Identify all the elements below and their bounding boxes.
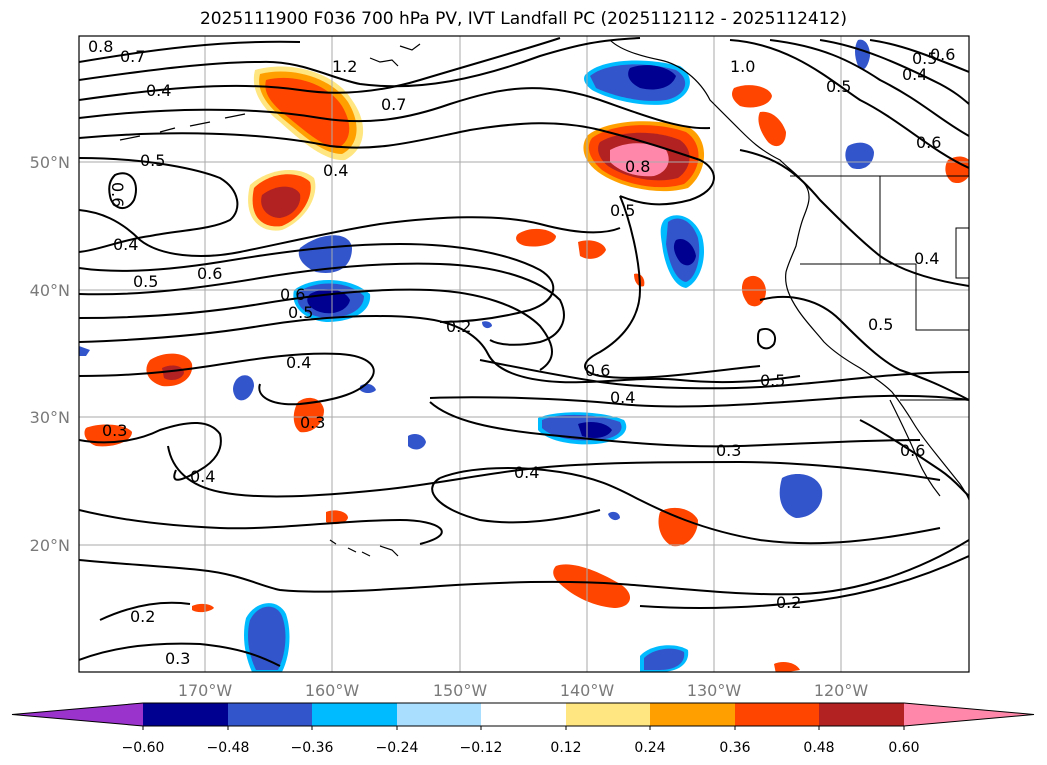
colorbar-tick-label: 0.60 [888, 740, 919, 756]
colorbar [11, 702, 1035, 730]
colorbar-segment [397, 703, 481, 726]
colorbar-tick-label: −0.12 [460, 740, 503, 756]
svg-text:0.6: 0.6 [280, 285, 305, 304]
lon-label: 140°W [560, 681, 615, 700]
svg-text:0.4: 0.4 [190, 467, 215, 486]
lat-label: 20°N [30, 536, 70, 555]
colorbar-tick-labels: −0.60 −0.48 −0.36 −0.24 −0.12 0.12 0.24 … [122, 740, 920, 756]
svg-text:0.8: 0.8 [625, 157, 650, 176]
svg-text:0.7: 0.7 [120, 47, 145, 66]
map-area: 0.8 0.7 1.2 0.4 0.7 0.6 0.5 0.4 0.6 0.5 … [79, 36, 969, 672]
svg-text:0.3: 0.3 [165, 649, 190, 668]
svg-text:0.5: 0.5 [288, 303, 313, 322]
colorbar-extend-low [12, 703, 143, 726]
colorbar-segment [819, 703, 904, 726]
svg-text:1.2: 1.2 [332, 57, 357, 76]
colorbar-tick-label: −0.48 [207, 740, 250, 756]
colorbar-segment [228, 703, 312, 726]
contour-labels: 0.8 0.7 1.2 0.4 0.7 0.6 0.5 0.4 0.6 0.5 … [88, 37, 955, 668]
svg-text:0.4: 0.4 [146, 81, 171, 100]
lat-label: 40°N [30, 281, 70, 300]
colorbar-tick-label: 0.36 [719, 740, 750, 756]
svg-text:0.6: 0.6 [900, 441, 925, 460]
lon-label: 150°W [433, 681, 488, 700]
ivt-contours [79, 37, 969, 667]
colorbar-tick-label: −0.24 [376, 740, 419, 756]
lon-label: 120°W [814, 681, 869, 700]
svg-text:0.4: 0.4 [914, 249, 939, 268]
svg-text:0.4: 0.4 [902, 65, 927, 84]
svg-text:0.6: 0.6 [916, 133, 941, 152]
colorbar-segment [312, 703, 397, 726]
colorbar-tick-label: −0.60 [122, 740, 165, 756]
latitude-labels: 50°N 40°N 30°N 20°N [30, 153, 70, 555]
svg-text:0.5: 0.5 [133, 272, 158, 291]
svg-text:1.0: 1.0 [730, 57, 755, 76]
country-borders [790, 175, 969, 401]
svg-text:0.5: 0.5 [912, 49, 937, 68]
colorbar-segment [143, 703, 228, 726]
figure-title: 2025111900 F036 700 hPa PV, IVT Landfall… [199, 9, 847, 29]
svg-text:0.3: 0.3 [716, 441, 741, 460]
svg-text:0.3: 0.3 [300, 413, 325, 432]
svg-text:0.4: 0.4 [610, 388, 635, 407]
svg-text:0.3: 0.3 [102, 421, 127, 440]
colorbar-segment [735, 703, 819, 726]
colorbar-tick-label: 0.48 [803, 740, 834, 756]
graticule [79, 36, 969, 672]
svg-text:0.4: 0.4 [113, 235, 138, 254]
lon-label: 130°W [687, 681, 742, 700]
svg-text:0.5: 0.5 [868, 315, 893, 334]
svg-text:0.8: 0.8 [88, 37, 113, 56]
svg-text:0.2: 0.2 [130, 607, 155, 626]
lon-label: 170°W [178, 681, 233, 700]
svg-text:0.5: 0.5 [826, 77, 851, 96]
svg-text:0.7: 0.7 [381, 95, 406, 114]
svg-text:0.5: 0.5 [140, 151, 165, 170]
lat-label: 50°N [30, 153, 70, 172]
longitude-labels: 170°W 160°W 150°W 140°W 130°W 120°W [178, 681, 869, 700]
positive-anomaly-shading [84, 66, 969, 672]
colorbar-segment [566, 703, 650, 726]
svg-text:0.4: 0.4 [514, 463, 539, 482]
colorbar-extend-high [904, 703, 1034, 726]
svg-text:0.2: 0.2 [776, 593, 801, 612]
svg-text:0.5: 0.5 [610, 201, 635, 220]
colorbar-tick-label: −0.36 [291, 740, 334, 756]
colorbar-segment [481, 703, 566, 726]
lon-label: 160°W [305, 681, 360, 700]
svg-text:0.5: 0.5 [760, 371, 785, 390]
svg-text:0.2: 0.2 [446, 317, 471, 336]
svg-text:0.6: 0.6 [108, 182, 127, 207]
coastlines [119, 39, 969, 557]
colorbar-tick-label: 0.24 [634, 740, 665, 756]
colorbar-tick-label: 0.12 [550, 740, 581, 756]
svg-text:0.6: 0.6 [585, 361, 610, 380]
svg-text:0.6: 0.6 [197, 264, 222, 283]
map-frame [78, 35, 970, 673]
svg-text:0.6: 0.6 [930, 45, 955, 64]
colorbar-segment [650, 703, 735, 726]
lat-label: 30°N [30, 408, 70, 427]
svg-text:0.4: 0.4 [286, 353, 311, 372]
svg-text:0.4: 0.4 [323, 161, 348, 180]
